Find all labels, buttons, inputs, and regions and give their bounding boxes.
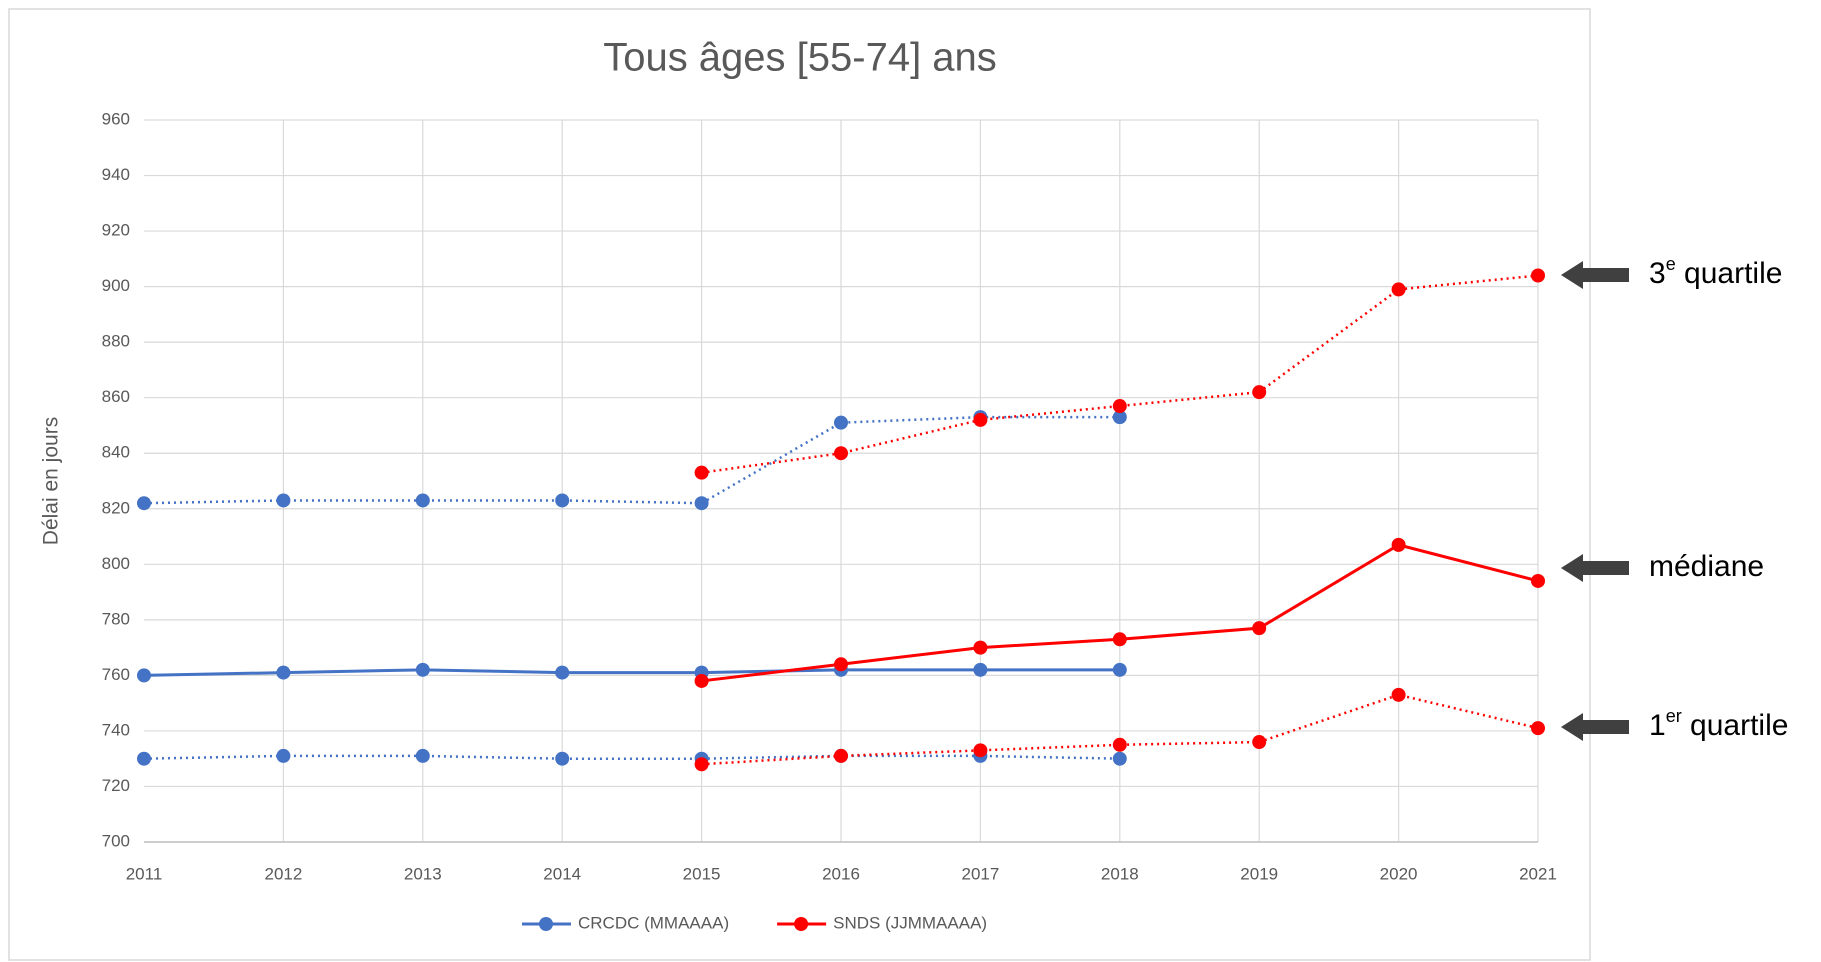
data-point [694, 757, 709, 772]
x-tick-label: 2018 [1101, 864, 1139, 883]
data-point [415, 493, 430, 508]
data-point [1531, 268, 1545, 283]
data-point [415, 748, 430, 763]
data-point [555, 751, 570, 766]
annotation-text: quartile [1682, 709, 1789, 742]
data-point [834, 415, 848, 430]
y-tick-label: 880 [102, 332, 130, 351]
y-tick-label: 960 [102, 109, 130, 128]
data-point [1112, 662, 1127, 677]
x-tick-label: 2014 [543, 864, 581, 883]
series-line [143, 415, 1120, 505]
legend-marker [539, 917, 553, 931]
x-tick-label: 2012 [264, 864, 302, 883]
y-axis-label: Délai en jours [40, 417, 63, 545]
arrow [1561, 554, 1629, 582]
data-point [1112, 399, 1127, 414]
y-tick-label: 920 [102, 221, 130, 240]
data-point [1252, 385, 1267, 400]
data-point [276, 748, 291, 763]
annotation-text: quartile [1676, 257, 1783, 290]
data-point [1391, 537, 1406, 552]
data-point [1531, 721, 1545, 736]
annotation-text: médiane [1649, 550, 1764, 583]
annotation-superscript: er [1666, 706, 1682, 726]
y-tick-label: 700 [102, 831, 130, 850]
data-point [834, 446, 848, 461]
data-point [1391, 687, 1406, 702]
data-point [1391, 282, 1406, 297]
data-point [1112, 751, 1127, 766]
x-tick-label: 2016 [822, 864, 860, 883]
data-point [1252, 735, 1267, 750]
legend-label: SNDS (JJMMAAAA) [833, 913, 987, 932]
series-line [143, 668, 1120, 677]
annotation-text: 1 [1649, 709, 1666, 742]
data-point [137, 751, 151, 766]
x-tick-label: 2019 [1240, 864, 1278, 883]
y-tick-label: 940 [102, 165, 130, 184]
annotation-arrows [1561, 261, 1629, 741]
data-point [555, 493, 570, 508]
arrow [1561, 713, 1629, 741]
legend-label: CRCDC (MMAAAA) [578, 913, 729, 932]
y-tick-label: 780 [102, 609, 130, 628]
chart-title: Tous âges [55-74] ans [603, 36, 997, 80]
data-point [694, 496, 709, 511]
data-point [415, 662, 430, 677]
data-point [1112, 410, 1127, 425]
data-point [276, 493, 291, 508]
annotation: médiane [1649, 550, 1764, 583]
data-point [137, 496, 151, 511]
arrow [1561, 261, 1629, 289]
annotation: 1er quartile [1649, 706, 1788, 742]
y-tick-label: 860 [102, 387, 130, 406]
x-tick-label: 2021 [1519, 864, 1557, 883]
annotation-superscript: e [1666, 254, 1676, 274]
annotation-text: 3 [1649, 257, 1666, 290]
data-point [137, 668, 151, 683]
y-tick-label: 900 [102, 276, 130, 295]
series-line [143, 754, 1120, 760]
y-tick-label: 820 [102, 498, 130, 517]
data-point [276, 665, 291, 680]
x-tick-label: 2011 [126, 864, 163, 883]
data-point [973, 743, 988, 758]
y-tick-label: 740 [102, 720, 130, 739]
data-point [1252, 621, 1267, 636]
data-point [834, 657, 848, 672]
y-tick-label: 760 [102, 665, 130, 684]
x-tick-label: 2020 [1380, 864, 1418, 883]
y-tick-label: 840 [102, 443, 130, 462]
data-point [1531, 573, 1545, 588]
annotation: 3e quartile [1649, 254, 1782, 290]
chart-frame [8, 8, 1591, 961]
y-tick-label: 800 [102, 554, 130, 573]
legend-marker [794, 917, 809, 931]
data-point [973, 640, 988, 655]
data-point [1112, 737, 1127, 752]
data-point [973, 412, 988, 427]
x-tick-label: 2015 [683, 864, 721, 883]
data-point [834, 748, 848, 763]
data-point [973, 662, 988, 677]
data-point [1112, 632, 1127, 647]
data-point [555, 665, 570, 680]
y-tick-label: 720 [102, 776, 130, 795]
x-tick-label: 2017 [961, 864, 999, 883]
data-point [694, 465, 709, 480]
x-tick-label: 2013 [404, 864, 442, 883]
data-point [694, 673, 709, 688]
